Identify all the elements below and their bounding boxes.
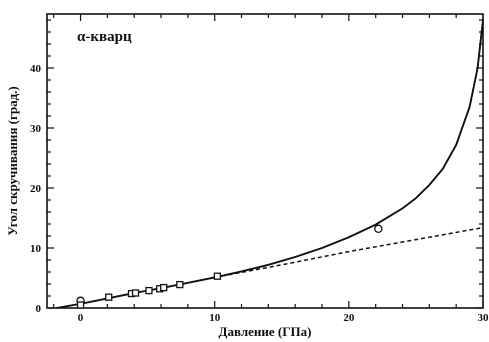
series-lines-group — [56, 19, 484, 309]
y-axis-label: Угол скручивания (град.) — [5, 86, 20, 235]
square-marker — [160, 283, 168, 292]
plot-frame — [46, 13, 484, 309]
dashed-extrapolation-line — [214, 226, 484, 279]
x-tick-label: 0 — [78, 312, 84, 324]
square-marker — [131, 289, 140, 297]
square-marker — [176, 280, 184, 289]
x-tick-label: 10 — [209, 312, 221, 324]
chart-annotation: α-кварц — [77, 29, 132, 45]
tick-labels-group: 0 10 20 30 0 10 20 30 40 — [30, 63, 489, 324]
series-points-group — [76, 224, 383, 309]
x-axis-label: Давление (ГПа) — [219, 324, 312, 339]
square-marker — [105, 293, 113, 301]
y-tick-label: 10 — [30, 243, 42, 255]
ticks-group — [47, 14, 484, 309]
square-marker — [76, 301, 85, 309]
y-tick-label: 40 — [30, 63, 42, 75]
x-tick-label: 30 — [478, 312, 489, 324]
y-tick-label: 20 — [30, 183, 42, 195]
y-tick-label: 30 — [30, 123, 42, 135]
square-marker — [145, 286, 153, 295]
plot-frame-group — [46, 13, 484, 309]
y-tick-label: 0 — [36, 303, 42, 315]
circle-marker — [374, 224, 383, 234]
x-tick-label: 20 — [343, 312, 355, 324]
fit-curve-line — [56, 19, 484, 309]
square-marker — [213, 272, 222, 280]
